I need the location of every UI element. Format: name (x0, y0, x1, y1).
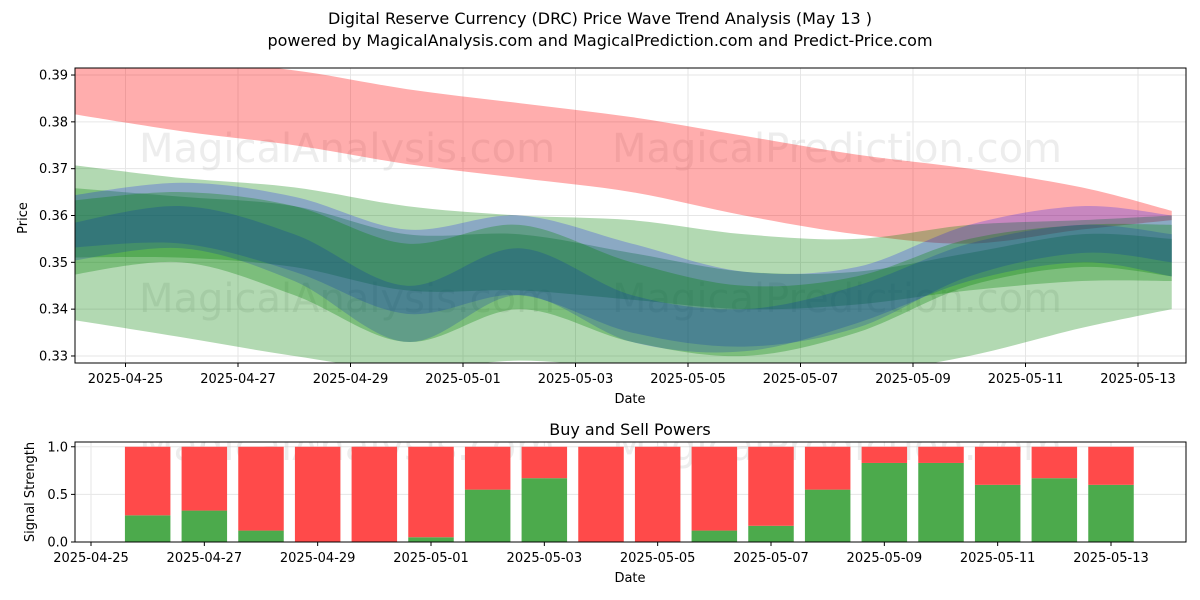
power-y-axis-label: Signal Strength (23, 442, 38, 542)
chart-title-line-1: Digital Reserve Currency (DRC) Price Wav… (327, 9, 873, 28)
price-y-tick-label: 0.35 (39, 256, 68, 271)
watermark-right-upper: MagicalPrediction.com (612, 126, 1062, 172)
price-x-tick-label: 2025-04-27 (200, 372, 276, 387)
buy-power-bar (124, 515, 171, 542)
sell-power-bar (634, 446, 681, 542)
price-bands (75, 68, 1172, 363)
power-x-axis-label: Date (614, 571, 645, 586)
price-x-tick-label: 2025-04-29 (313, 372, 389, 387)
power-x-tick-label: 2025-04-29 (280, 551, 356, 566)
sell-power-bar (974, 446, 1021, 485)
price-x-tick-label: 2025-05-09 (875, 372, 951, 387)
sell-power-bar (124, 446, 171, 516)
power-x-tick-label: 2025-05-11 (960, 551, 1036, 566)
buy-power-bar (464, 489, 511, 542)
price-band-green-mid-band (75, 188, 1172, 310)
price-x-tick-label: 2025-05-01 (425, 372, 501, 387)
sell-power-bar (748, 446, 794, 526)
sell-power-bar (918, 446, 964, 463)
price-y-tick-label: 0.36 (39, 209, 68, 224)
price-y-tick-label: 0.38 (39, 115, 68, 130)
price-chart: MagicalAnalysis.com MagicalPrediction.co… (16, 67, 1187, 407)
chart-title-line-2: powered by MagicalAnalysis.com and Magic… (267, 31, 933, 50)
buy-power-bar (918, 462, 964, 542)
power-x-tick-label: 2025-05-03 (507, 551, 583, 566)
sell-power-bar (464, 446, 511, 490)
price-band-blue-wave-band-2 (75, 206, 1172, 353)
power-axes-frame (74, 441, 1187, 543)
price-y-tick-label: 0.37 (39, 162, 68, 177)
power-x-ticks: 2025-04-25 2025-04-27 2025-04-29 2025-05-01… (53, 542, 1149, 566)
price-band-green-wave-band (75, 192, 1172, 357)
power-chart-title: Buy and Sell Powers (549, 420, 711, 439)
power-x-tick-label: 2025-05-13 (1073, 551, 1149, 566)
buy-power-bar (408, 537, 454, 542)
power-y-tick-label: 0.0 (47, 536, 68, 551)
price-y-tick-label: 0.34 (39, 303, 68, 318)
price-band-red-upper-band (75, 68, 1172, 244)
sell-power-bar (408, 446, 454, 538)
watermark-left-upper: MagicalAnalysis.com (139, 126, 555, 172)
price-x-axis-label: Date (614, 392, 645, 407)
power-x-tick-label: 2025-05-07 (733, 551, 809, 566)
buy-power-bar (1031, 478, 1078, 542)
power-x-tick-label: 2025-05-05 (620, 551, 696, 566)
buy-power-bar (974, 484, 1021, 542)
sell-power-bar (861, 446, 908, 463)
watermark-right-lower: MagicalPrediction.com (612, 276, 1062, 322)
sell-power-bar (691, 446, 738, 531)
sell-power-bar (294, 446, 341, 542)
sell-power-bar (238, 446, 284, 531)
power-x-tick-label: 2025-04-27 (167, 551, 243, 566)
power-bars (124, 446, 1134, 542)
power-y-tick-label: 0.5 (47, 488, 68, 503)
power-x-tick-label: 2025-04-25 (53, 551, 129, 566)
power-y-ticks: 0.0 0.5 1.0 (47, 440, 75, 551)
price-x-ticks: 2025-04-25 2025-04-27 2025-04-29 2025-05-01… (88, 363, 1176, 387)
buy-power-bar (691, 530, 738, 542)
power-y-tick-label: 1.0 (47, 440, 68, 455)
price-band-green-wide-band (75, 165, 1172, 363)
buy-power-bar (748, 525, 794, 542)
sell-power-bar (1088, 446, 1134, 485)
price-x-tick-label: 2025-05-11 (988, 372, 1064, 387)
price-x-tick-label: 2025-05-03 (538, 372, 614, 387)
power-chart: Buy and Sell Powers MagicalAnalysis.com … (23, 420, 1187, 586)
price-y-tick-label: 0.33 (39, 349, 68, 364)
power-x-tick-label: 2025-05-01 (393, 551, 469, 566)
buy-power-bar (1088, 484, 1134, 542)
price-y-ticks: 0.33 0.34 0.35 0.36 0.37 0.38 0.39 (39, 69, 75, 364)
price-watermarks: MagicalAnalysis.com MagicalPrediction.co… (139, 126, 1062, 322)
sell-power-bar (351, 446, 398, 542)
buy-power-bar (861, 462, 908, 542)
price-x-tick-label: 2025-05-07 (763, 372, 839, 387)
power-x-tick-label: 2025-05-09 (847, 551, 923, 566)
sell-power-bar (521, 446, 568, 479)
price-band-blue-wave-band-1 (75, 182, 1172, 347)
price-y-axis-label: Price (16, 202, 31, 234)
price-x-tick-label: 2025-05-13 (1100, 372, 1176, 387)
price-grid (75, 68, 1186, 363)
sell-power-bar (578, 446, 624, 542)
sell-power-bar (1031, 446, 1078, 479)
buy-power-bar (804, 489, 851, 542)
buy-power-bar (238, 530, 284, 542)
price-x-tick-label: 2025-04-25 (88, 372, 164, 387)
price-x-tick-label: 2025-05-05 (650, 372, 726, 387)
sell-power-bar (804, 446, 851, 490)
sell-power-bar (181, 446, 228, 511)
buy-power-bar (521, 478, 568, 542)
buy-power-bar (181, 510, 228, 542)
watermark-left-lower: MagicalAnalysis.com (139, 276, 555, 322)
price-y-tick-label: 0.39 (39, 69, 68, 84)
